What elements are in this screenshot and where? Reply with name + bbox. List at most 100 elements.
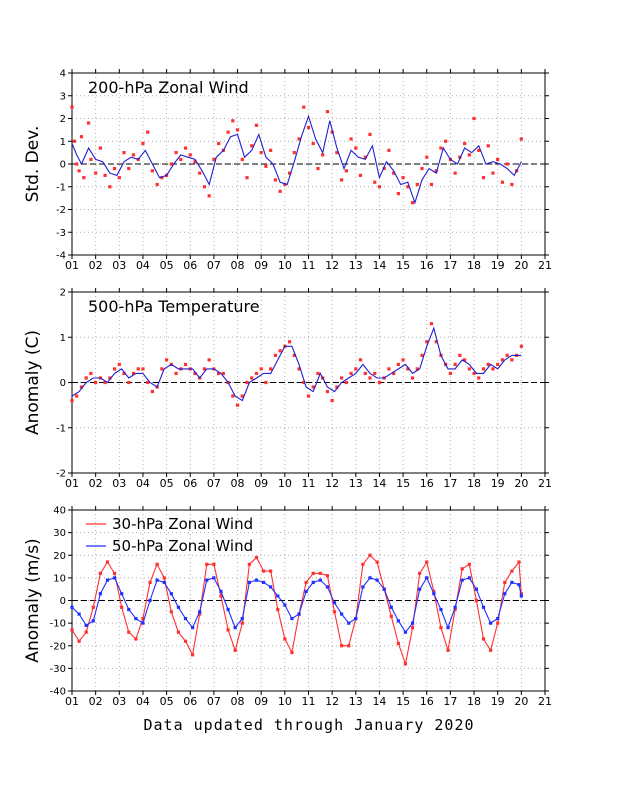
data-point [496, 157, 500, 162]
data-point [221, 371, 225, 376]
data-point [354, 146, 358, 150]
data-point [240, 621, 244, 625]
data-point [169, 162, 173, 166]
data-point [340, 178, 344, 182]
data-point [489, 621, 493, 625]
data-point [108, 376, 112, 380]
data-point [103, 173, 107, 177]
y-tick-label: -4 [56, 251, 66, 262]
chart-panel-3: 01 02 03 04 05 06 07 08 09 10 11 12 13 14 15 16 17 18 19 20… [23, 506, 552, 709]
data-point [316, 371, 320, 376]
data-point [75, 162, 79, 166]
x-tick-label: 20 [514, 695, 528, 708]
data-point [183, 617, 188, 621]
y-tick-label: -2 [56, 205, 66, 216]
series-2 [71, 326, 522, 402]
data-point [217, 371, 221, 376]
data-point [453, 362, 457, 366]
data-point [425, 155, 429, 159]
data-point [472, 116, 476, 121]
x-tick-label: 16 [420, 259, 434, 272]
data-point [503, 580, 507, 584]
x-tick-label: 13 [349, 477, 363, 490]
x-tick-label: 17 [443, 259, 457, 272]
x-tick-label: 02 [89, 259, 103, 272]
x-tick-label: 20 [514, 259, 528, 272]
data-point [306, 126, 311, 130]
data-point [183, 146, 188, 150]
data-point [278, 189, 282, 193]
data-point [453, 171, 457, 175]
data-point [290, 650, 294, 655]
data-point [150, 169, 155, 173]
data-point [226, 607, 230, 612]
data-point [415, 182, 419, 187]
x-tick-label: 16 [420, 695, 434, 708]
x-tick-label: 03 [112, 477, 126, 490]
data-point [169, 610, 173, 614]
data-point [179, 157, 183, 162]
data-point [403, 662, 408, 666]
x-tick-label: 01 [65, 477, 79, 490]
x-tick-label: 14 [372, 259, 386, 272]
data-point [368, 132, 372, 137]
data-point [98, 592, 102, 596]
data-point [439, 607, 443, 612]
data-point [198, 171, 202, 175]
x-tick-label: 07 [207, 695, 221, 708]
data-point [146, 380, 150, 385]
data-point [434, 169, 438, 173]
data-point [141, 141, 145, 146]
data-point [401, 176, 405, 180]
series-line [71, 326, 522, 402]
data-point [183, 639, 188, 643]
y-tick-label: 40 [53, 506, 66, 517]
y-tick-label: 0 [60, 160, 66, 171]
data-point [278, 349, 282, 353]
data-point [297, 137, 301, 141]
data-point [429, 322, 434, 326]
data-point [191, 653, 195, 657]
data-point [519, 137, 523, 141]
data-point [361, 562, 365, 566]
data-point [84, 630, 88, 634]
data-point [247, 562, 251, 566]
data-point [120, 592, 124, 596]
data-point [505, 162, 509, 166]
x-tick-label: 18 [467, 477, 481, 490]
data-point [340, 612, 344, 616]
y-tick-label: -1 [56, 182, 66, 193]
data-point [105, 560, 110, 564]
data-point [396, 191, 400, 196]
data-point [165, 358, 169, 362]
data-point [358, 358, 363, 362]
data-point [212, 562, 216, 566]
x-tick-label: 19 [491, 477, 505, 490]
data-point [347, 644, 351, 648]
data-point [335, 385, 339, 389]
data-point [382, 587, 386, 591]
data-point [486, 362, 490, 366]
data-point [174, 371, 178, 376]
data-point [354, 367, 358, 371]
data-point [489, 648, 493, 652]
data-point [183, 362, 188, 366]
data-point [231, 394, 235, 398]
data-point [332, 601, 337, 605]
data-point [98, 571, 102, 575]
x-tick-label: 13 [349, 695, 363, 708]
x-tick-label: 20 [514, 477, 528, 490]
x-tick-label: 10 [278, 695, 292, 708]
x-tick-label: 12 [325, 477, 339, 490]
data-point [321, 153, 325, 157]
x-tick-label: 07 [207, 477, 221, 490]
data-point [141, 617, 145, 621]
data-point [162, 576, 166, 580]
data-point [510, 580, 514, 584]
data-point [134, 617, 138, 621]
x-tick-label: 18 [467, 259, 481, 272]
data-point [127, 166, 131, 171]
data-point [460, 567, 464, 571]
y-tick-label: 30 [53, 528, 66, 539]
